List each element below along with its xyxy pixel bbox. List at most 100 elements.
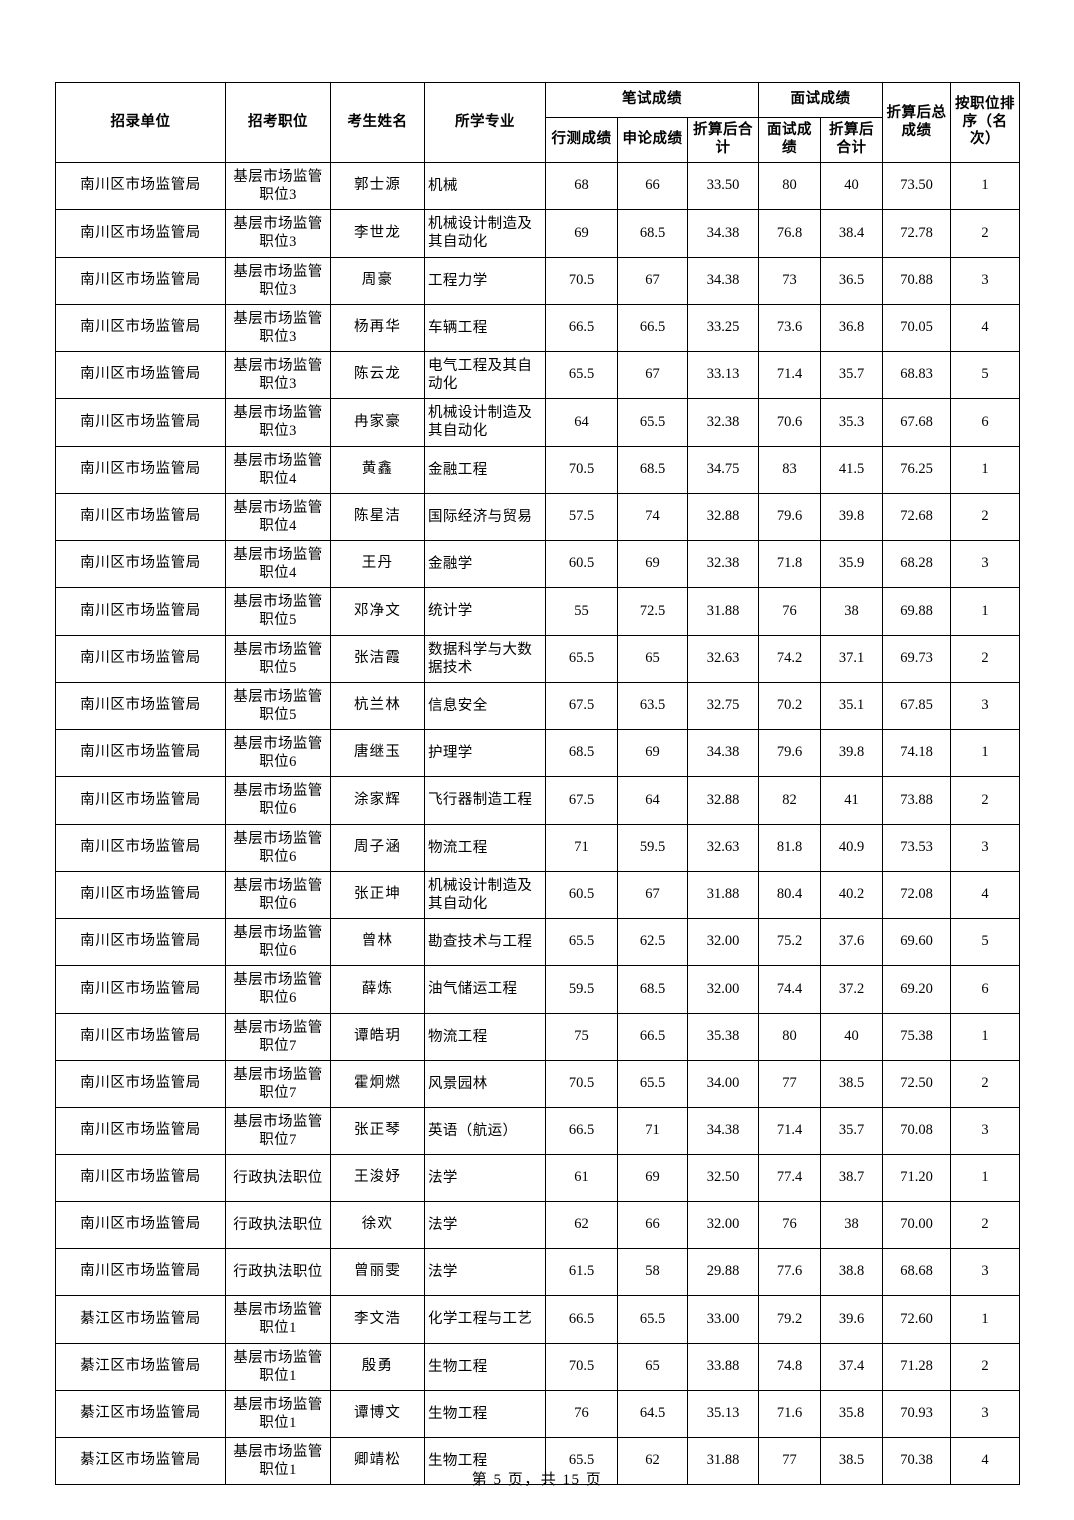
cell-total: 76.25 [882,445,952,494]
cell-unit: 南川区市场监管局 [55,303,226,353]
cell-interview-score: 70.2 [758,681,822,731]
cell-total: 69.88 [882,587,952,636]
cell-position: 基层市场监管职位7 [225,1012,331,1061]
cell-rank: 1 [950,1154,1021,1203]
cell-written-admin: 60.5 [545,870,618,920]
cell-written-converted: 32.88 [686,776,760,825]
table-row: 南川区市场监管局 基层市场监管职位3 冉家豪 机械设计制造及其自动化 64 65.5 32.… [55,398,1021,447]
cell-unit: 南川区市场监管局 [55,823,226,872]
cell-total: 73.50 [882,161,952,211]
cell-written-converted: 31.88 [686,587,760,636]
table-row: 南川区市场监管局 基层市场监管职位6 曾林 勘查技术与工程 65.5 62.5 32.00 7… [55,917,1021,967]
cell-total: 67.85 [882,681,952,731]
table-row: 綦江区市场监管局 基层市场监管职位1 卿靖松 生物工程 65.5 62 31.88 77 38.… [55,1436,1021,1486]
cell-written-converted: 33.00 [686,1295,760,1344]
cell-rank: 3 [950,681,1021,731]
cell-rank: 5 [950,917,1021,967]
table-row: 南川区市场监管局 基层市场监管职位3 李世龙 机械设计制造及其自动化 69 68.5 34.… [55,209,1021,258]
cell-written-converted: 34.00 [686,1059,760,1109]
cell-unit: 南川区市场监管局 [55,681,226,731]
cell-written-admin: 67.5 [545,681,618,731]
cell-position: 基层市场监管职位1 [225,1436,331,1486]
cell-written-admin: 60.5 [545,539,618,589]
cell-written-admin: 76 [545,1389,618,1439]
cell-interview-converted: 35.9 [820,539,884,589]
exam-results-table: 招录单位 招考职位 考生姓名 所学专业 笔试成绩 面试成绩 折算后总成绩 按职位… [55,82,1021,1486]
cell-written-converted: 32.75 [686,681,760,731]
cell-position: 基层市场监管职位6 [225,965,331,1014]
cell-unit: 南川区市场监管局 [55,350,226,400]
cell-written-essay: 68.5 [617,445,688,494]
cell-name: 卿靖松 [330,1436,425,1486]
cell-written-converted: 32.38 [686,539,760,589]
table-row: 南川区市场监管局 基层市场监管职位6 薛炼 油气储运工程 59.5 68.5 32.00 74… [55,965,1021,1014]
cell-total: 69.20 [882,965,952,1014]
cell-name: 冉家豪 [330,398,425,447]
cell-interview-score: 76.8 [758,209,822,258]
cell-written-converted: 32.00 [686,917,760,967]
cell-position: 基层市场监管职位4 [225,492,331,542]
cell-interview-score: 71.4 [758,1106,822,1156]
cell-name: 张洁霞 [330,634,425,683]
cell-position: 基层市场监管职位3 [225,161,331,211]
cell-total: 75.38 [882,1012,952,1061]
table-row: 南川区市场监管局 基层市场监管职位7 谭皓玥 物流工程 75 66.5 35.38 80 40 7… [55,1012,1021,1061]
cell-total: 71.20 [882,1154,952,1203]
cell-written-essay: 66 [617,1201,688,1250]
cell-rank: 5 [950,350,1021,400]
cell-unit: 南川区市场监管局 [55,256,226,305]
cell-interview-score: 82 [758,776,822,825]
cell-major: 统计学 [424,587,546,636]
cell-written-converted: 33.13 [686,350,760,400]
cell-interview-converted: 38 [820,587,884,636]
cell-unit: 南川区市场监管局 [55,776,226,825]
cell-unit: 南川区市场监管局 [55,209,226,258]
cell-rank: 6 [950,398,1021,447]
cell-interview-converted: 36.8 [820,303,884,353]
cell-interview-converted: 38.5 [820,1059,884,1109]
cell-written-essay: 66.5 [617,303,688,353]
cell-total: 67.68 [882,398,952,447]
cell-written-converted: 34.38 [686,209,760,258]
table-row: 南川区市场监管局 基层市场监管职位4 陈星洁 国际经济与贸易 57.5 74 32.88 79… [55,492,1021,542]
cell-written-converted: 32.63 [686,634,760,683]
cell-major: 机械设计制造及其自动化 [424,398,546,447]
cell-interview-converted: 38 [820,1201,884,1250]
cell-written-converted: 34.38 [686,256,760,305]
cell-total: 68.28 [882,539,952,589]
cell-written-admin: 65.5 [545,917,618,967]
cell-written-converted: 32.50 [686,1154,760,1203]
cell-unit: 南川区市场监管局 [55,1201,226,1250]
cell-written-admin: 66.5 [545,1295,618,1344]
cell-written-admin: 67.5 [545,776,618,825]
cell-interview-score: 77 [758,1436,822,1486]
cell-unit: 綦江区市场监管局 [55,1436,226,1486]
cell-interview-score: 71.4 [758,350,822,400]
cell-name: 徐欢 [330,1201,425,1250]
cell-interview-score: 74.2 [758,634,822,683]
cell-major: 法学 [424,1201,546,1250]
cell-major: 护理学 [424,728,546,778]
cell-position: 基层市场监管职位6 [225,917,331,967]
cell-major: 国际经济与贸易 [424,492,546,542]
cell-unit: 南川区市场监管局 [55,1154,226,1203]
cell-position: 基层市场监管职位6 [225,728,331,778]
cell-total: 74.18 [882,728,952,778]
cell-written-converted: 33.50 [686,161,760,211]
cell-position: 基层市场监管职位1 [225,1342,331,1391]
cell-total: 69.73 [882,634,952,683]
table-row: 南川区市场监管局 基层市场监管职位4 黄鑫 金融工程 70.5 68.5 34.75 83 41… [55,445,1021,494]
cell-written-admin: 70.5 [545,1342,618,1391]
cell-interview-score: 70.6 [758,398,822,447]
table-row: 南川区市场监管局 基层市场监管职位5 张洁霞 数据科学与大数据技术 65.5 65 32.6… [55,634,1021,683]
cell-written-converted: 31.88 [686,870,760,920]
cell-interview-score: 74.4 [758,965,822,1014]
cell-written-converted: 33.88 [686,1342,760,1391]
cell-major: 工程力学 [424,256,546,305]
cell-written-essay: 63.5 [617,681,688,731]
cell-total: 73.53 [882,823,952,872]
table-row: 南川区市场监管局 基层市场监管职位7 霍炯燃 风景园林 70.5 65.5 34.00 77 3… [55,1059,1021,1109]
table-row: 綦江区市场监管局 基层市场监管职位1 殷勇 生物工程 70.5 65 33.88 74.8 37… [55,1342,1021,1391]
cell-written-converted: 32.00 [686,1201,760,1250]
cell-unit: 南川区市场监管局 [55,634,226,683]
